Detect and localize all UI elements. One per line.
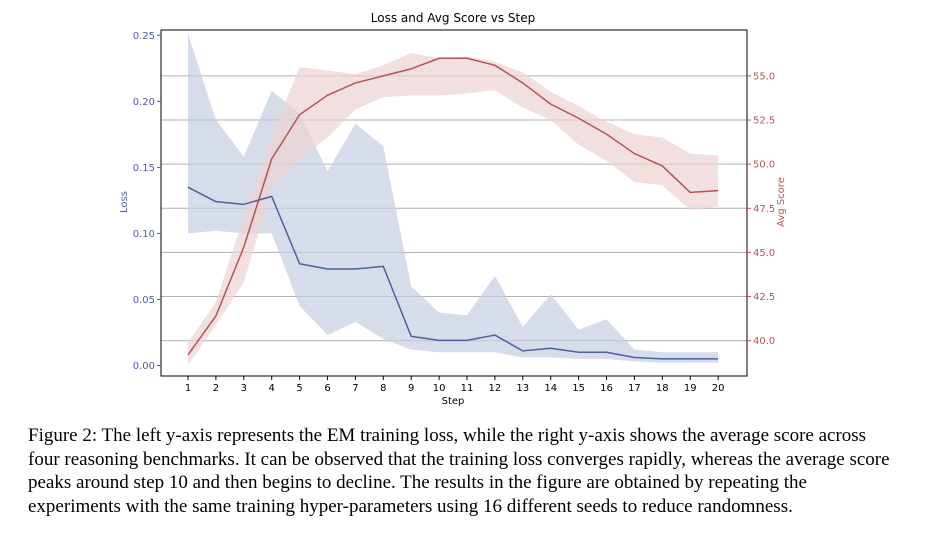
x-tick-label: 2	[213, 383, 219, 394]
y-left-tick-label: 0.05	[133, 295, 155, 306]
x-axis-label: Step	[442, 396, 465, 407]
caption-text: Figure 2: The left y-axis represents the…	[28, 425, 890, 517]
y-left-tick-label: 0.25	[133, 31, 155, 42]
chart-title: Loss and Avg Score vs Step	[371, 11, 535, 25]
x-tick-label: 9	[408, 383, 414, 394]
loss-band	[188, 33, 719, 363]
y-right-tick-label: 50.0	[753, 160, 775, 171]
figure-caption: Figure 2: The left y-axis represents the…	[28, 424, 898, 518]
y-right-tick-label: 55.0	[753, 71, 775, 82]
plot-frame	[160, 29, 748, 377]
x-tick-label: 19	[684, 383, 697, 394]
series-lines	[187, 57, 719, 360]
x-tick-label: 7	[352, 383, 358, 394]
y-left-tick-label: 0.10	[133, 229, 155, 240]
y-left-tick-label: 0.15	[133, 163, 155, 174]
x-tick-label: 17	[628, 383, 641, 394]
score-line	[187, 57, 719, 356]
y-right-tick-label: 45.0	[753, 248, 775, 259]
x-tick-label: 12	[489, 383, 502, 394]
x-tick-label: 18	[656, 383, 669, 394]
x-tick-label: 20	[712, 383, 725, 394]
y-right-tick-label: 40.0	[753, 336, 775, 347]
y-right-tick-label: 52.5	[753, 116, 775, 127]
y-axis-right-label: Avg Score	[776, 177, 787, 227]
x-tick-label: 15	[572, 383, 585, 394]
axes: 1 2 3 4 5 6 7 8 9 10 11 12 13 14 15 16 17 18 19 200.000.050…	[133, 31, 776, 394]
x-tick-label: 16	[600, 383, 613, 394]
y-right-tick-label: 42.5	[753, 292, 775, 303]
y-left-tick-label: 0.00	[133, 361, 155, 372]
x-tick-label: 5	[296, 383, 302, 394]
x-tick-label: 1	[185, 383, 191, 394]
x-tick-label: 8	[380, 383, 386, 394]
x-tick-label: 6	[324, 383, 330, 394]
y-axis-left-label: Loss	[119, 191, 130, 213]
x-tick-label: 3	[241, 383, 247, 394]
x-tick-label: 4	[269, 383, 275, 394]
y-right-tick-label: 47.5	[753, 204, 775, 215]
x-tick-label: 10	[433, 383, 446, 394]
y-left-tick-label: 0.20	[133, 97, 155, 108]
x-tick-label: 14	[544, 383, 557, 394]
confidence-bands	[188, 33, 719, 366]
x-tick-label: 11	[461, 383, 474, 394]
x-tick-label: 13	[516, 383, 529, 394]
loss-score-chart: 1 2 3 4 5 6 7 8 9 10 11 12 13 14 15 16 17 18 19 200.000.050…	[119, 11, 787, 407]
score-band	[188, 52, 719, 366]
loss-line	[187, 186, 719, 360]
